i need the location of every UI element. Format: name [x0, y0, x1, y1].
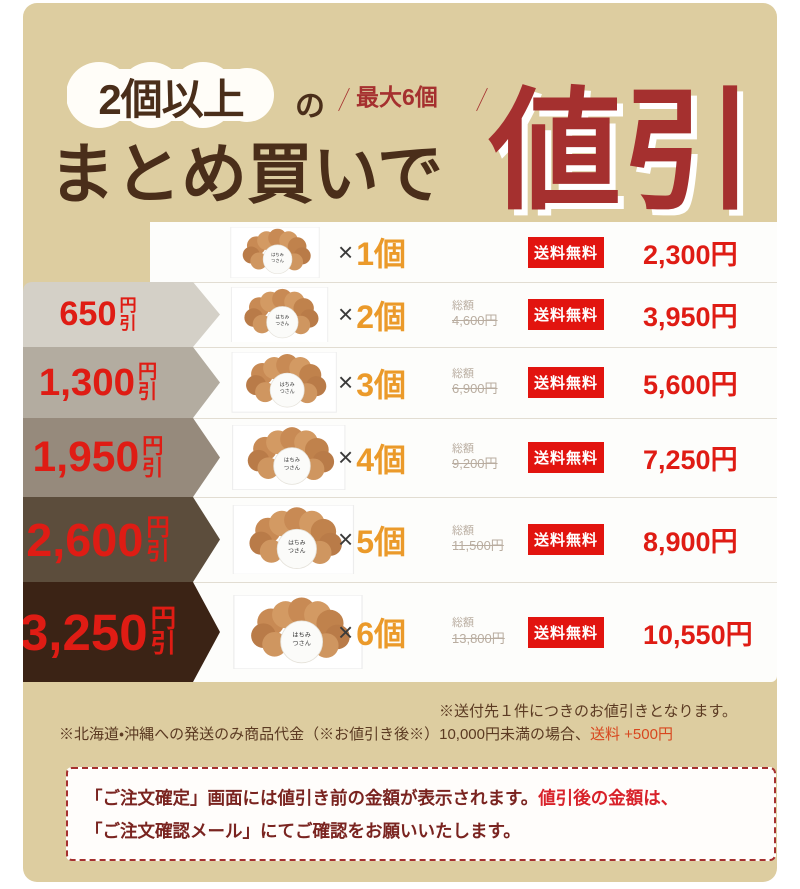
- svg-text:つさん: つさん: [275, 320, 289, 327]
- svg-text:はちみ: はちみ: [292, 632, 310, 639]
- svg-text:はちみ: はちみ: [288, 539, 306, 546]
- svg-text:つさん: つさん: [284, 464, 301, 471]
- svg-text:つさん: つさん: [288, 547, 306, 554]
- svg-text:つさん: つさん: [280, 389, 295, 396]
- svg-text:はちみ: はちみ: [284, 457, 301, 464]
- svg-text:つさん: つさん: [292, 641, 310, 648]
- svg-text:はちみ: はちみ: [280, 383, 295, 389]
- svg-text:つさん: つさん: [271, 256, 285, 263]
